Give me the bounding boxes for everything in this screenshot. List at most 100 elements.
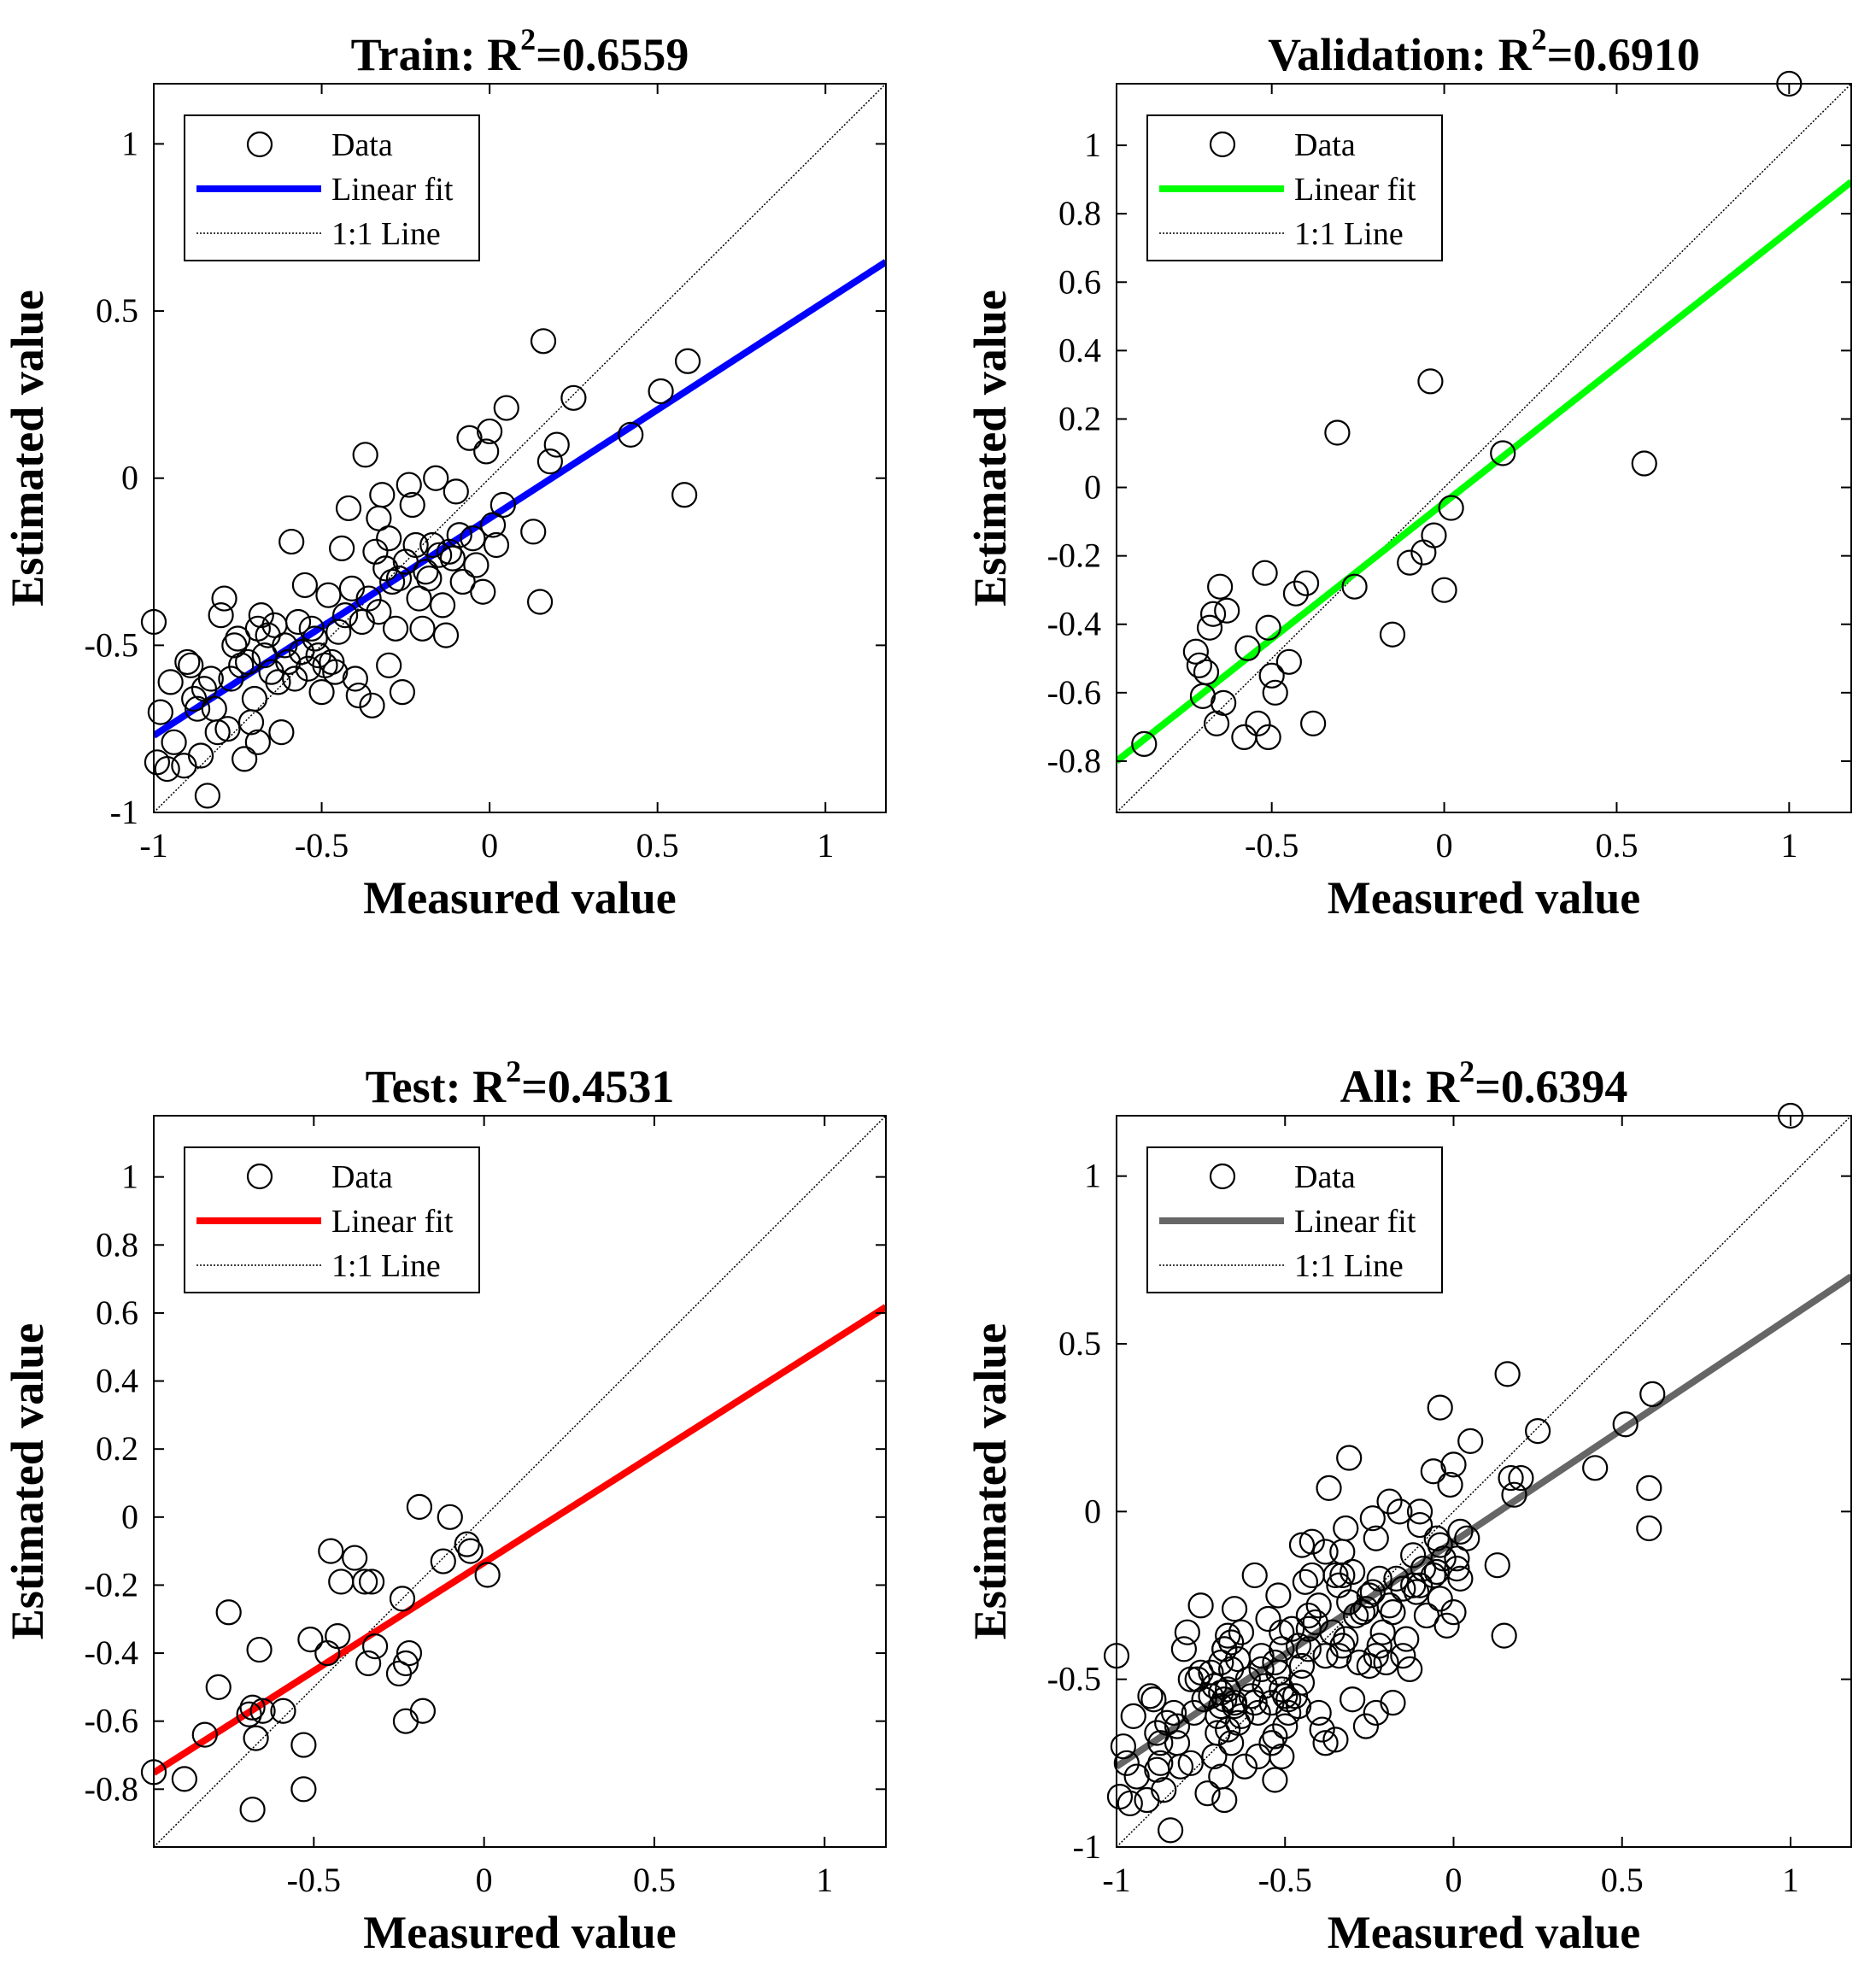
data-point [1390,1643,1416,1669]
data-point [449,568,476,595]
data-point [1288,1532,1316,1558]
data-point [1262,1649,1288,1676]
data-point [241,685,268,712]
title-prefix: Train: R [351,29,521,80]
data-point [560,384,587,411]
legend-label: Linear fit [331,172,454,208]
title-suffix: =0.6394 [1474,1061,1627,1112]
data-point [1639,1381,1666,1408]
data-point [1406,1572,1433,1598]
data-point [239,1797,266,1823]
data-point [463,552,490,578]
data-point [1379,621,1406,648]
x-axis-label: Measured value [363,872,676,924]
data-point [288,639,315,666]
data-point [362,538,389,565]
data-point [1262,1723,1288,1750]
data-point [399,491,425,519]
data-point [1208,1692,1234,1720]
data-point [1211,689,1237,716]
identity-line [154,84,886,812]
y-tick-label: 0.5 [96,291,138,330]
data-point [1484,1552,1510,1579]
data-point [239,1694,266,1721]
data-point [392,1650,419,1677]
data-points [1131,70,1803,758]
data-point [297,1627,324,1653]
data-point [1144,1720,1170,1746]
y-tick-label: 1 [121,124,138,162]
title-superscript: 2 [1459,1054,1474,1088]
data-point [1258,1730,1285,1756]
data-point [1329,1562,1356,1589]
y-axis-label: Estimated value [964,1323,1016,1640]
data-point [1312,1730,1339,1756]
data-point [1309,1716,1335,1743]
data-point [232,746,258,772]
data-point [1440,1599,1467,1626]
data-point [648,378,674,405]
data-point [329,535,355,561]
y-tick-label: 0.4 [1058,331,1101,369]
data-point [291,572,319,599]
data-point [1191,1686,1217,1713]
data-point [430,1548,456,1574]
data-point [236,1701,262,1727]
data-point [426,542,453,568]
title-superscript: 2 [520,22,536,56]
data-point [1281,1683,1309,1709]
data-point [457,1538,484,1564]
data-point [1248,1643,1275,1669]
data-point [1363,1525,1389,1551]
data-point [1234,635,1261,661]
x-tick-label: 0 [476,1861,493,1899]
data-point [536,449,563,475]
data-point [1275,648,1302,675]
data-point [1340,1686,1366,1713]
data-point [1218,1730,1245,1756]
data-point [1177,1666,1204,1692]
y-tick-label: -0.8 [85,1769,138,1808]
data-point [1427,1532,1453,1558]
data-point [318,1538,344,1564]
data-point [1501,1481,1527,1508]
data-point [1245,710,1271,736]
x-tick-label: -0.5 [1258,1861,1312,1899]
data-point [191,1721,218,1748]
data-point [671,482,698,508]
x-tick-label: -0.5 [287,1861,341,1899]
data-point [454,1531,480,1557]
data-point [1430,1545,1457,1572]
data-point [272,632,298,659]
data-points [140,1493,501,1823]
data-point [284,608,312,636]
data-point [1193,659,1220,685]
data-point [352,442,378,468]
y-tick-label: 0.5 [1058,1324,1101,1363]
data-point [1174,1619,1200,1645]
data-point [221,632,248,659]
x-tick-label: 0.5 [633,1861,676,1899]
data-point [361,1633,389,1660]
data-point [376,652,402,678]
data-point [1245,1699,1271,1727]
data-point [1241,1690,1268,1716]
data-point [1299,1562,1325,1589]
y-tick-label: -0.6 [85,1702,138,1740]
data-point [1397,1656,1423,1682]
x-axis-label: Measured value [1328,872,1640,924]
data-point [385,566,413,592]
data-point [147,699,173,725]
x-tick-label: 0 [1436,826,1453,865]
data-point [1255,614,1281,641]
data-point [379,568,406,595]
data-point [1406,1498,1433,1525]
chart-title: Test: R2=0.4531 [366,1054,675,1112]
y-tick-label: 1 [1084,126,1101,164]
y-tick-label: -0.4 [1047,605,1101,643]
x-tick-label: -1 [1102,1861,1130,1899]
legend: Data Linear fit 1:1 Line [1146,114,1443,261]
data-point [1221,1690,1248,1716]
data-point [1248,1656,1275,1682]
data-point [1262,679,1288,706]
